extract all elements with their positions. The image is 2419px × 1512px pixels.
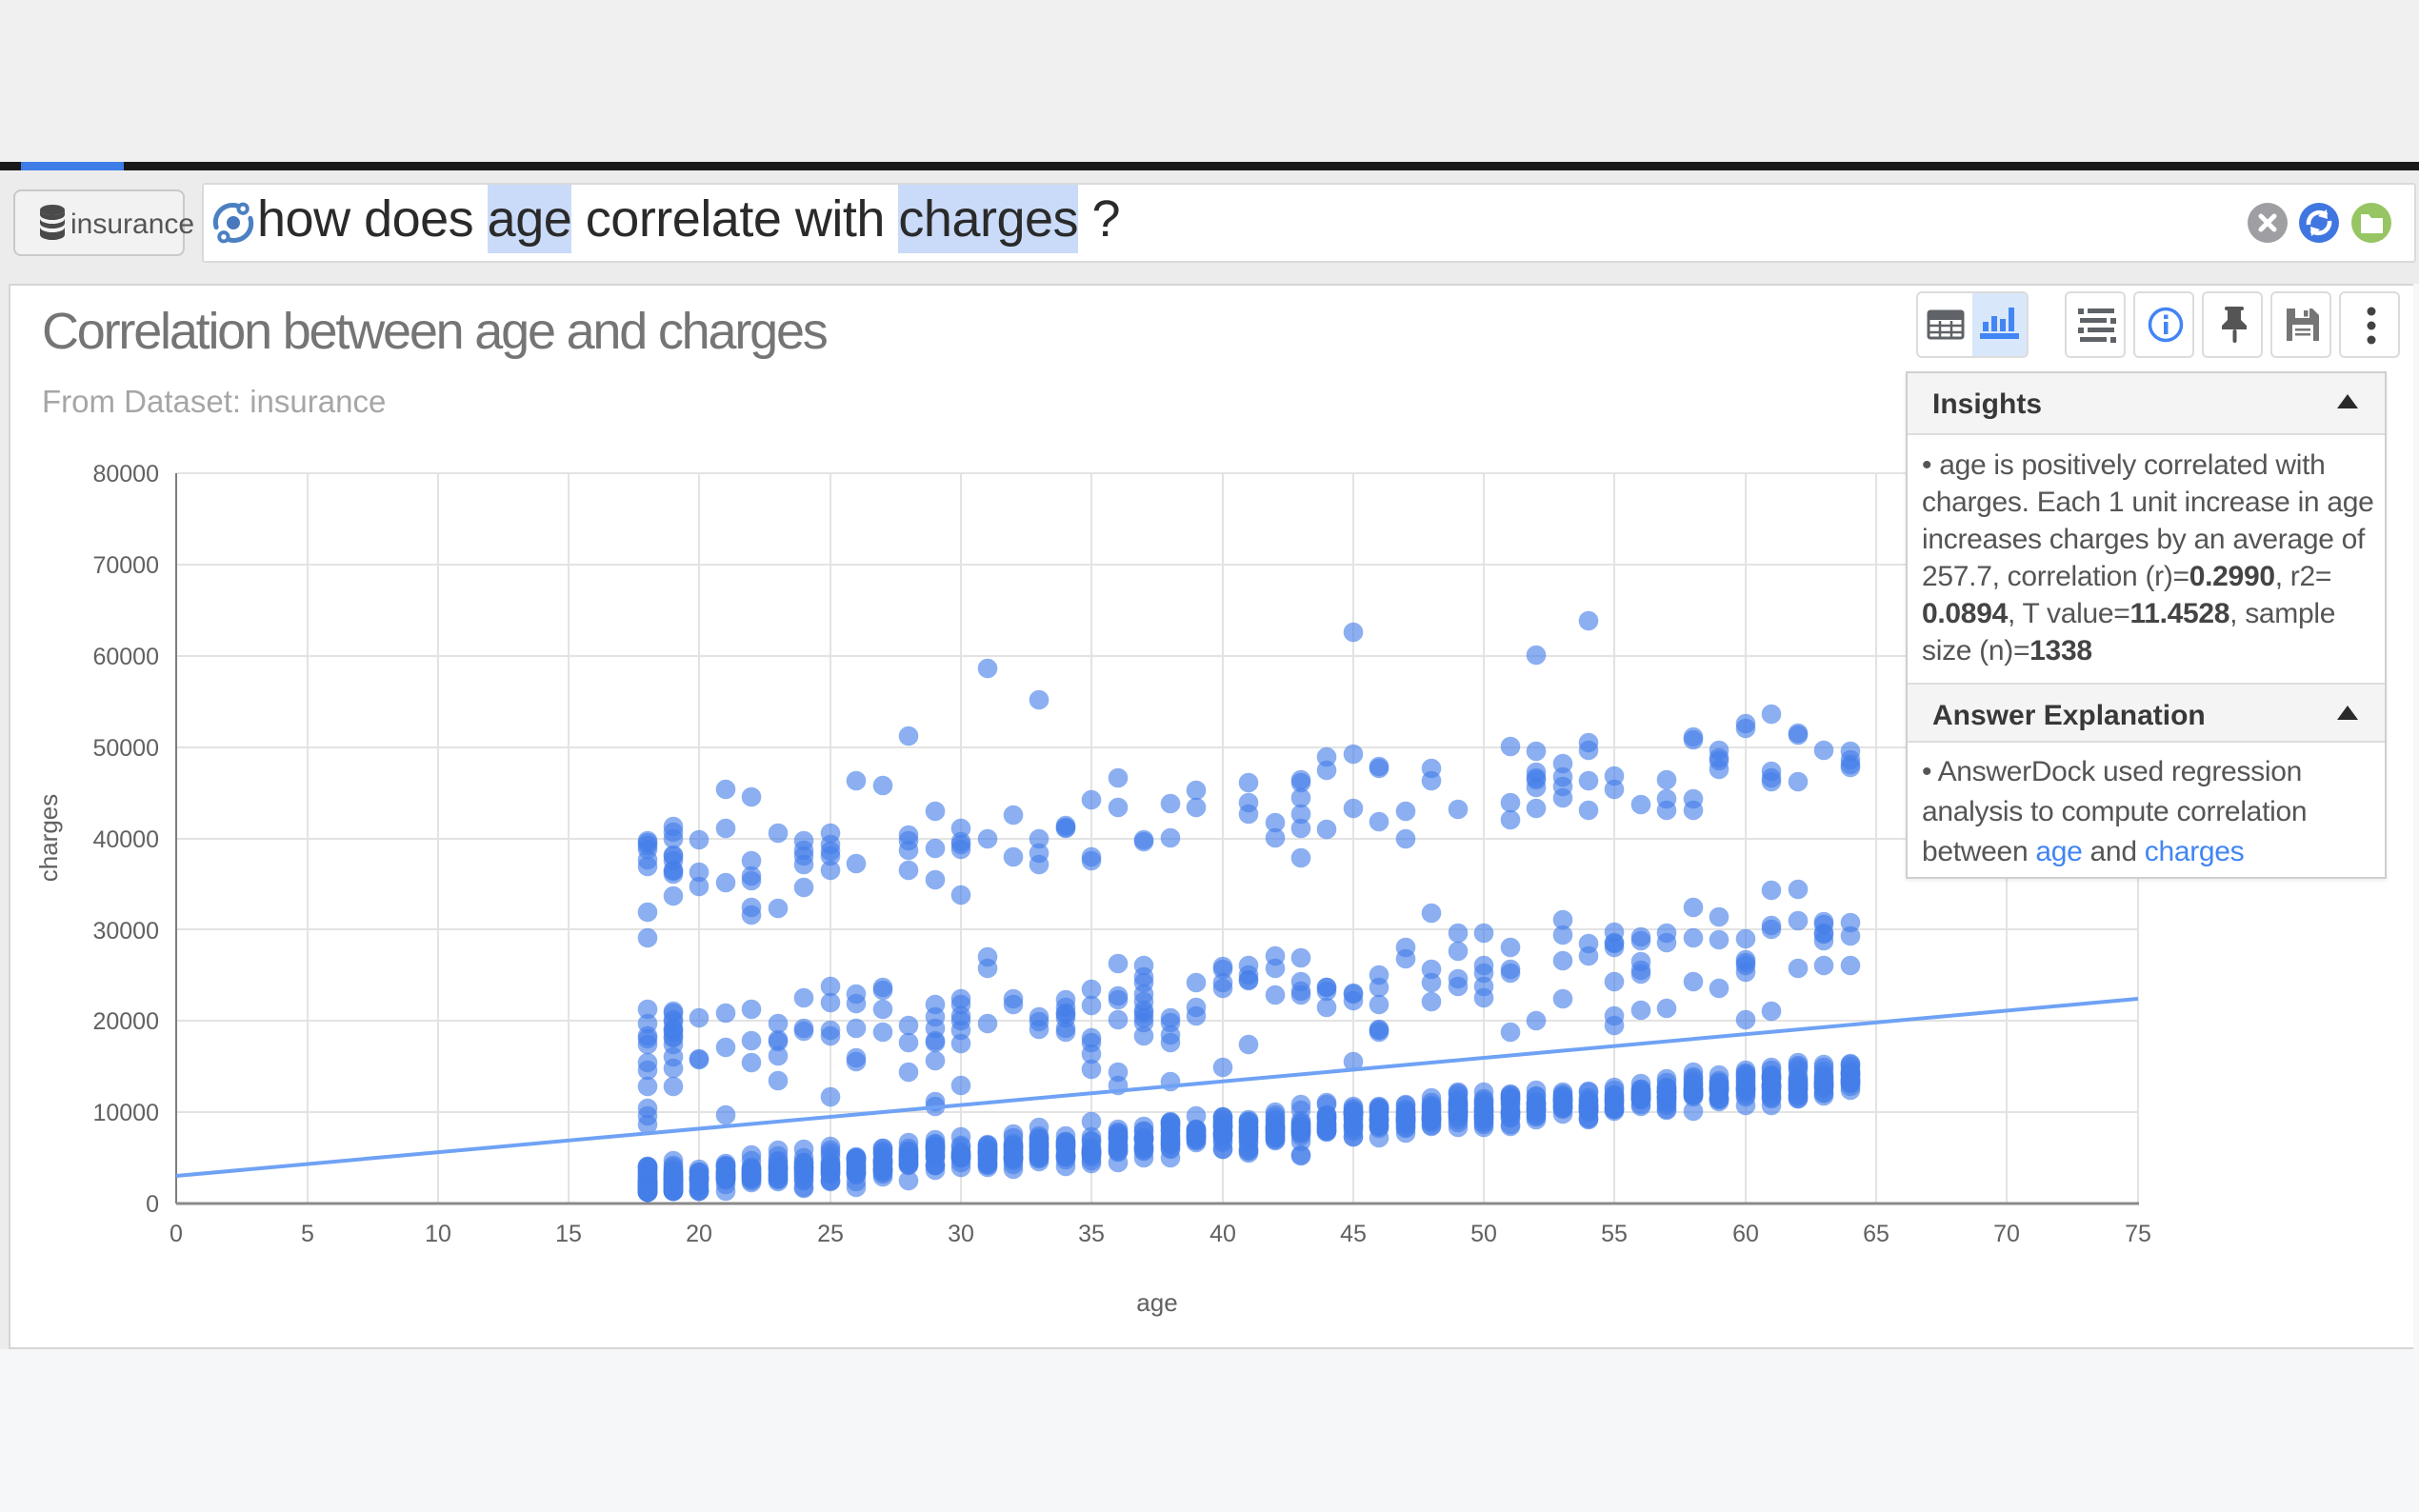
svg-text:25: 25	[817, 1221, 844, 1247]
svg-text:30000: 30000	[92, 918, 159, 945]
svg-text:15: 15	[555, 1221, 582, 1247]
svg-text:50: 50	[1470, 1221, 1497, 1247]
svg-text:65: 65	[1863, 1221, 1889, 1247]
svg-text:10: 10	[425, 1221, 451, 1247]
svg-text:0: 0	[146, 1191, 159, 1218]
svg-text:30: 30	[948, 1221, 974, 1247]
svg-text:35: 35	[1078, 1221, 1105, 1247]
svg-text:60000: 60000	[92, 644, 159, 670]
svg-text:70: 70	[1993, 1221, 2020, 1247]
svg-text:0: 0	[170, 1221, 183, 1247]
svg-text:50000: 50000	[92, 735, 159, 762]
svg-text:60: 60	[1732, 1221, 1759, 1247]
svg-text:75: 75	[2125, 1221, 2151, 1247]
svg-text:40000: 40000	[92, 826, 159, 853]
svg-text:80000: 80000	[92, 461, 159, 487]
svg-text:55: 55	[1601, 1221, 1628, 1247]
svg-text:10000: 10000	[92, 1100, 159, 1126]
svg-text:40: 40	[1210, 1221, 1236, 1247]
svg-text:age: age	[1136, 1288, 1177, 1317]
svg-text:20000: 20000	[92, 1008, 159, 1035]
svg-text:45: 45	[1340, 1221, 1367, 1247]
svg-text:5: 5	[301, 1221, 314, 1247]
svg-text:70000: 70000	[92, 552, 159, 579]
svg-text:charges: charges	[34, 794, 63, 883]
svg-text:20: 20	[686, 1221, 712, 1247]
